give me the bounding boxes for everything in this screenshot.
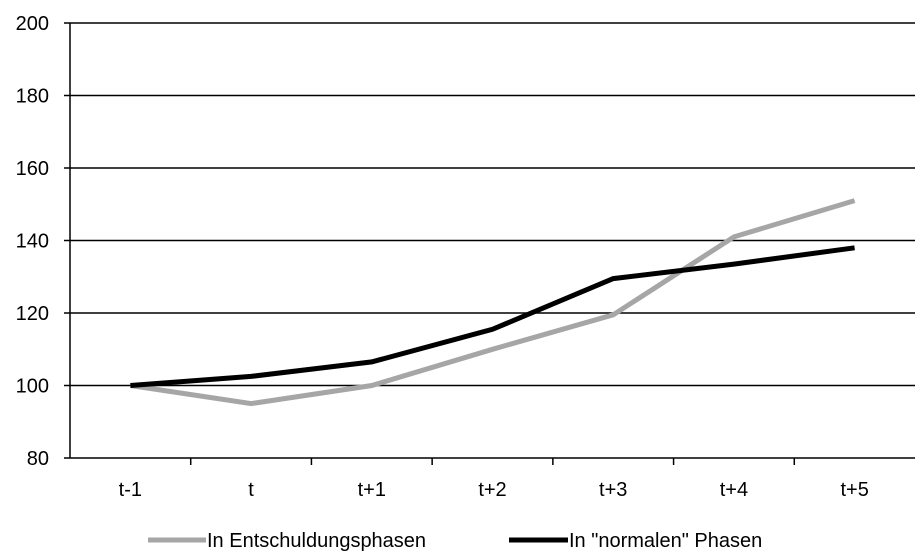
y-tick-label: 180 (16, 86, 49, 108)
x-tick-label: t-1 (119, 479, 142, 501)
y-tick-label: 100 (16, 376, 49, 398)
legend-label-2: In "normalen" Phasen (569, 530, 762, 552)
y-tick-label: 120 (16, 303, 49, 325)
series-line-1 (130, 198, 856, 407)
y-axis-ticks: 80 100 120 140 160 180 200 (16, 13, 70, 470)
y-tick-label: 160 (16, 158, 49, 180)
y-tick-label: 140 (16, 231, 49, 253)
grid-lines (70, 22, 915, 387)
legend-label-1: In Entschuldungsphasen (207, 530, 426, 552)
x-tick-label: t+1 (358, 479, 386, 501)
x-tick-label: t (248, 479, 254, 501)
y-tick-label: 200 (16, 13, 49, 35)
y-tick-label: 80 (27, 448, 49, 470)
x-tick-label: t+3 (599, 479, 627, 501)
x-tick-label: t+5 (840, 479, 868, 501)
x-tick-label: t+2 (478, 479, 506, 501)
x-axis-ticks: t-1 t t+1 t+2 t+3 t+4 t+5 (119, 458, 869, 501)
series-line-2 (130, 245, 855, 388)
x-tick-label: t+4 (720, 479, 748, 501)
legend: In Entschuldungsphasen In "normalen" Phas… (148, 530, 762, 552)
series-lines (130, 198, 856, 407)
